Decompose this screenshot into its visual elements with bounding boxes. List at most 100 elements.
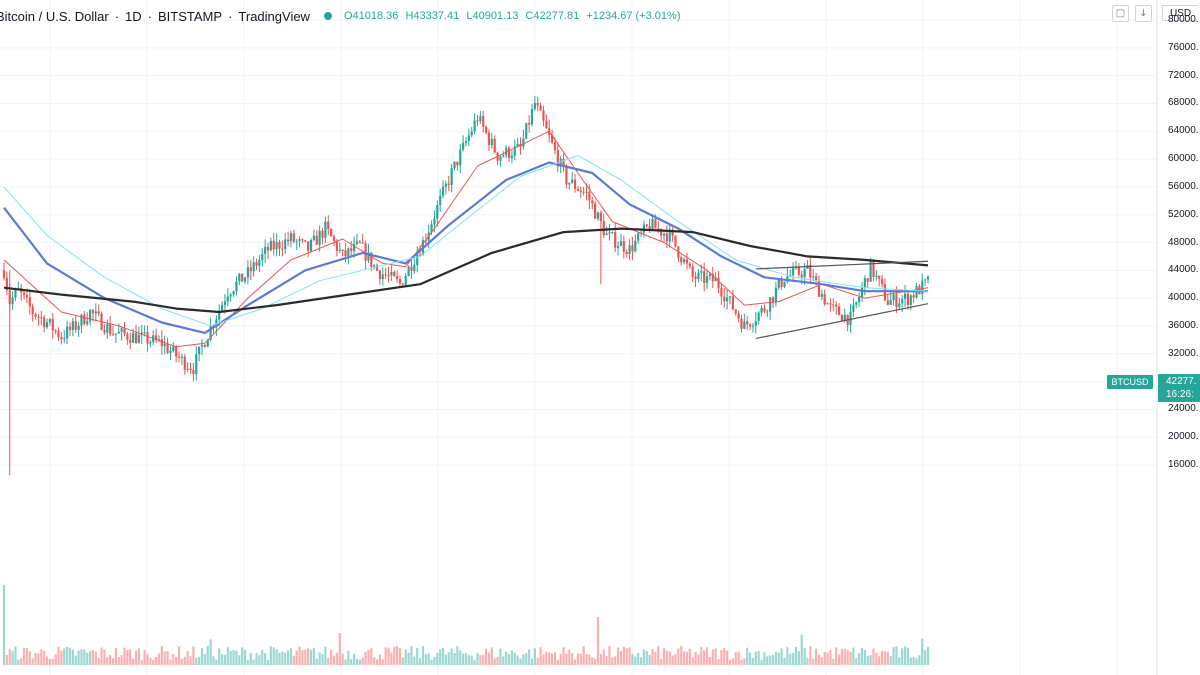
candle-body bbox=[66, 326, 69, 339]
volume-bar bbox=[301, 650, 304, 665]
volume-bar bbox=[375, 659, 379, 665]
volume-bar bbox=[324, 646, 327, 665]
candle-body bbox=[711, 273, 714, 282]
candle-body bbox=[88, 310, 92, 322]
candle-body bbox=[616, 245, 620, 248]
interval-label[interactable]: 1D bbox=[125, 8, 142, 24]
candle-body bbox=[829, 303, 832, 305]
volume-bar bbox=[220, 654, 224, 665]
volume-bar bbox=[77, 650, 80, 665]
volume-bar bbox=[691, 657, 694, 665]
candle-body bbox=[206, 339, 209, 347]
candle-body bbox=[387, 275, 390, 277]
candle-body bbox=[901, 298, 904, 304]
candle-body bbox=[743, 321, 746, 329]
volume-bar bbox=[381, 659, 384, 665]
volume-bar bbox=[289, 648, 293, 665]
volume-bar bbox=[71, 649, 74, 665]
volume-bar bbox=[763, 652, 766, 665]
volume-bar bbox=[909, 657, 912, 665]
candle-body bbox=[892, 294, 895, 301]
change-value: +1234.67 (+3.01%) bbox=[586, 10, 681, 22]
volume-bar bbox=[740, 660, 743, 665]
volume-bar bbox=[794, 646, 798, 665]
volume-bar bbox=[436, 652, 439, 665]
volume-bar bbox=[149, 657, 152, 665]
candle-body bbox=[177, 356, 181, 358]
volume-bar bbox=[350, 659, 353, 665]
candle-body bbox=[447, 183, 450, 186]
volume-bar bbox=[246, 660, 250, 665]
volume-bar bbox=[218, 648, 221, 665]
candle-body bbox=[398, 279, 402, 284]
volume-bar bbox=[5, 654, 8, 665]
volume-bar bbox=[539, 647, 542, 665]
candle-body bbox=[619, 241, 623, 246]
volume-bar bbox=[464, 653, 468, 665]
candle-body bbox=[493, 138, 496, 153]
candle-body bbox=[875, 275, 878, 277]
candle-body bbox=[579, 190, 582, 192]
candle-body bbox=[281, 248, 284, 250]
volume-bar bbox=[533, 648, 536, 665]
volume-bar bbox=[840, 648, 844, 665]
price-axis-tick-label: 32000. bbox=[1168, 347, 1199, 359]
candle-body bbox=[645, 224, 648, 227]
candle-body bbox=[123, 328, 126, 334]
candle-body bbox=[559, 158, 562, 167]
volume-bar bbox=[622, 646, 625, 665]
volume-bar bbox=[43, 650, 46, 665]
down-arrow-icon[interactable]: ↓ bbox=[1135, 5, 1152, 22]
volume-bar bbox=[717, 659, 720, 665]
volume-bar bbox=[14, 646, 17, 665]
volume-bar bbox=[726, 650, 729, 665]
volume-bar bbox=[507, 654, 511, 665]
candle-body bbox=[903, 293, 907, 299]
candle-body bbox=[720, 288, 723, 297]
candle-body bbox=[63, 338, 66, 340]
candle-body bbox=[264, 247, 267, 254]
candle-body bbox=[582, 191, 585, 193]
fullscreen-icon[interactable]: ▢ bbox=[1112, 5, 1129, 22]
candle-body bbox=[783, 281, 786, 287]
candle-body bbox=[373, 265, 376, 267]
candle-body bbox=[657, 228, 660, 230]
volume-bar bbox=[769, 655, 772, 665]
volume-bar bbox=[54, 654, 57, 665]
volume-bar bbox=[146, 654, 149, 665]
candle-body bbox=[255, 262, 258, 266]
volume-bar bbox=[562, 647, 565, 665]
volume-bar bbox=[806, 658, 809, 665]
candle-body bbox=[835, 304, 838, 307]
volume-bar bbox=[748, 652, 752, 665]
volume-bar bbox=[800, 634, 803, 665]
volume-bar bbox=[456, 646, 459, 665]
volume-bar bbox=[120, 654, 123, 665]
volume-bar bbox=[662, 648, 666, 665]
candle-body bbox=[57, 330, 60, 337]
candle-body bbox=[54, 330, 57, 332]
candle-body bbox=[637, 233, 640, 241]
volume-bar bbox=[496, 656, 499, 665]
candle-body bbox=[71, 321, 74, 330]
volume-bar bbox=[766, 656, 769, 665]
volume-bar bbox=[734, 652, 737, 665]
volume-bar bbox=[453, 653, 456, 665]
volume-bar bbox=[255, 653, 258, 665]
candle-body bbox=[301, 239, 304, 241]
last-price-value: 42277. bbox=[1166, 376, 1197, 387]
volume-bar bbox=[22, 647, 26, 665]
candle-body bbox=[522, 138, 525, 147]
volume-bar bbox=[252, 659, 255, 665]
volume-bar bbox=[198, 656, 201, 665]
candle-body bbox=[126, 333, 129, 340]
candle-body bbox=[120, 328, 123, 332]
currency-label[interactable]: USD bbox=[1162, 5, 1198, 21]
volume-bar bbox=[100, 647, 103, 665]
candle-body bbox=[226, 296, 229, 302]
symbol-title[interactable]: Bitcoin / U.S. Dollar bbox=[0, 8, 109, 24]
volume-bar bbox=[754, 651, 757, 665]
candle-body bbox=[341, 249, 344, 251]
candle-body bbox=[852, 304, 855, 312]
